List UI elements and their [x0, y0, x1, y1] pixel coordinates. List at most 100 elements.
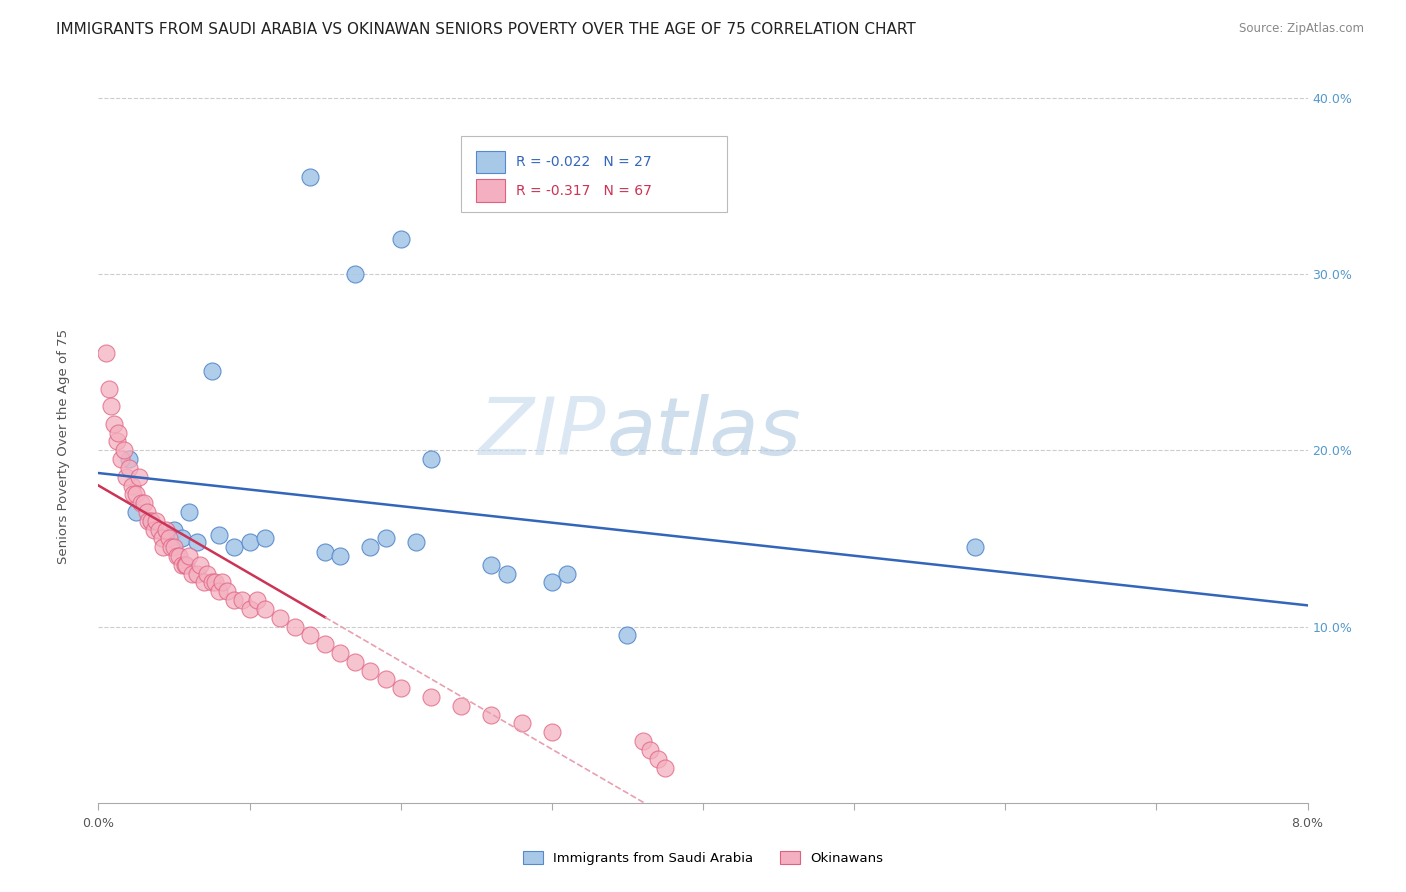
Point	[374, 673, 396, 687]
Point	[405, 535, 427, 549]
Point	[314, 637, 336, 651]
Point	[389, 681, 412, 696]
Point	[540, 725, 562, 739]
Point	[246, 593, 269, 607]
Point	[360, 540, 382, 554]
Point	[170, 532, 193, 546]
Point	[201, 575, 224, 590]
Point	[314, 545, 336, 559]
Point	[163, 523, 186, 537]
Point	[143, 523, 166, 537]
Point	[100, 399, 122, 413]
Point	[141, 514, 163, 528]
Point	[299, 628, 322, 642]
Point	[299, 169, 322, 184]
Point	[208, 584, 231, 599]
Point	[186, 566, 208, 581]
Point	[654, 760, 676, 774]
Point	[481, 558, 503, 572]
Point	[167, 549, 190, 563]
Point	[481, 707, 503, 722]
Text: atlas: atlas	[606, 393, 801, 472]
Point	[450, 698, 472, 713]
Point	[170, 558, 193, 572]
Point	[638, 743, 661, 757]
Point	[150, 532, 173, 546]
Point	[155, 523, 177, 537]
Point	[374, 532, 396, 546]
Point	[329, 646, 352, 660]
Point	[211, 575, 233, 590]
Text: R = -0.022   N = 27: R = -0.022 N = 27	[516, 155, 651, 169]
Point	[965, 540, 987, 554]
FancyBboxPatch shape	[461, 136, 727, 212]
Text: IMMIGRANTS FROM SAUDI ARABIA VS OKINAWAN SENIORS POVERTY OVER THE AGE OF 75 CORR: IMMIGRANTS FROM SAUDI ARABIA VS OKINAWAN…	[56, 22, 915, 37]
Point	[616, 628, 638, 642]
Legend: Immigrants from Saudi Arabia, Okinawans: Immigrants from Saudi Arabia, Okinawans	[517, 846, 889, 871]
Text: R = -0.317   N = 67: R = -0.317 N = 67	[516, 184, 651, 197]
Point	[98, 382, 121, 396]
Point	[540, 575, 562, 590]
Point	[110, 452, 132, 467]
Point	[118, 452, 141, 467]
Point	[136, 514, 159, 528]
Point	[179, 549, 201, 563]
Point	[239, 535, 262, 549]
Point	[125, 487, 148, 501]
Point	[118, 461, 141, 475]
Point	[204, 575, 226, 590]
Point	[128, 469, 150, 483]
Point	[141, 514, 163, 528]
Point	[107, 425, 129, 440]
Point	[420, 452, 443, 467]
Point	[389, 232, 412, 246]
Point	[284, 619, 307, 633]
FancyBboxPatch shape	[475, 179, 505, 202]
Point	[159, 532, 181, 546]
Point	[224, 593, 246, 607]
Point	[181, 566, 204, 581]
Point	[647, 752, 669, 766]
Point	[224, 540, 246, 554]
Point	[132, 496, 155, 510]
Point	[253, 532, 276, 546]
Point	[239, 602, 262, 616]
Point	[201, 364, 224, 378]
Point	[121, 478, 143, 492]
Point	[179, 505, 201, 519]
FancyBboxPatch shape	[475, 152, 505, 173]
Point	[129, 496, 152, 510]
Text: Source: ZipAtlas.com: Source: ZipAtlas.com	[1239, 22, 1364, 36]
Text: ZIP: ZIP	[479, 393, 606, 472]
Point	[163, 540, 186, 554]
Point	[253, 602, 276, 616]
Point	[188, 558, 211, 572]
Point	[148, 523, 170, 537]
Point	[103, 417, 125, 431]
Point	[173, 558, 195, 572]
Point	[125, 505, 148, 519]
Point	[495, 566, 517, 581]
Point	[215, 584, 238, 599]
Point	[344, 267, 367, 281]
Point	[166, 549, 188, 563]
Point	[420, 690, 443, 704]
Point	[186, 535, 208, 549]
Point	[122, 487, 145, 501]
Point	[344, 655, 367, 669]
Point	[94, 346, 117, 360]
Point	[231, 593, 253, 607]
Point	[135, 505, 157, 519]
Point	[145, 514, 167, 528]
Point	[360, 664, 382, 678]
Point	[174, 558, 197, 572]
Text: Seniors Poverty Over the Age of 75: Seniors Poverty Over the Age of 75	[56, 328, 70, 564]
Point	[105, 434, 128, 449]
Point	[631, 734, 654, 748]
Point	[208, 528, 231, 542]
Point	[510, 716, 533, 731]
Point	[195, 566, 218, 581]
Point	[193, 575, 215, 590]
Point	[555, 566, 578, 581]
Point	[269, 610, 291, 624]
